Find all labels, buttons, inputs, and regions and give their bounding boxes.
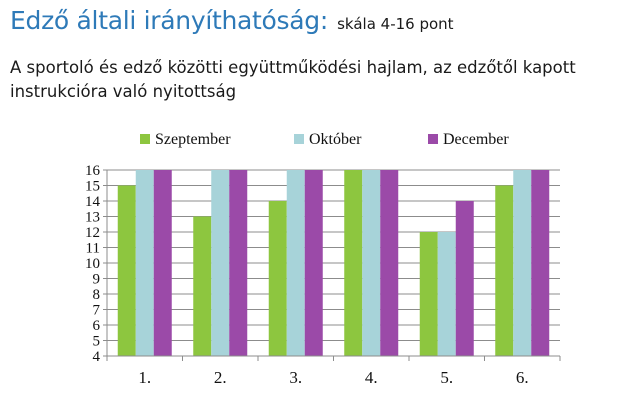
bar-október (211, 170, 230, 356)
x-tick-label: 6. (516, 368, 529, 387)
legend-swatch-október (294, 134, 304, 144)
bar-szeptember (344, 170, 363, 356)
y-tick-label: 6 (93, 318, 101, 334)
bar-szeptember (495, 185, 514, 356)
x-axis-ticks: 1. 2. 3. 4. 5. 6. (106, 356, 561, 387)
x-tick-label: 1. (138, 368, 151, 387)
legend-label: Szeptember (155, 131, 231, 148)
chart-bars (117, 170, 550, 356)
chart-legend: Szeptember Október December (140, 131, 509, 148)
y-tick-label: 9 (93, 272, 101, 288)
bar-szeptember (117, 185, 136, 356)
slide-subtitle: A sportoló és edző közötti együttműködés… (10, 58, 576, 101)
y-tick-label: 15 (85, 179, 100, 195)
y-tick-label: 11 (86, 241, 100, 257)
legend-swatch-december (428, 134, 438, 144)
title-scale: skála 4-16 pont (337, 15, 454, 33)
bar-december (531, 170, 550, 356)
y-tick-label: 4 (93, 349, 101, 365)
y-tick-label: 8 (93, 287, 101, 303)
y-tick-label: 12 (85, 225, 100, 241)
y-tick-label: 13 (85, 210, 100, 226)
bar-október (513, 170, 532, 356)
y-tick-label: 10 (85, 256, 100, 272)
bar-december (380, 170, 399, 356)
legend-label: December (443, 131, 509, 148)
title-main: Edző általi irányíthatóság: (10, 6, 328, 35)
bar-szeptember (193, 216, 212, 356)
y-tick-label: 16 (85, 163, 101, 179)
bar-október (286, 170, 305, 356)
chart-gridlines (107, 169, 560, 341)
bar-szeptember (419, 232, 438, 356)
y-tick-label: 5 (93, 334, 101, 350)
bar-október (135, 170, 154, 356)
legend-swatch-szeptember (140, 134, 150, 144)
bar-szeptember (268, 201, 287, 356)
bar-december (153, 170, 172, 356)
slide-title: Edző általi irányíthatóság: skála 4-16 p… (10, 6, 454, 35)
bar-október (362, 170, 381, 356)
bar-december (229, 170, 248, 356)
x-tick-label: 5. (440, 368, 453, 387)
bar-december (304, 170, 323, 356)
bar-december (455, 201, 474, 356)
x-tick-label: 4. (365, 368, 378, 387)
y-tick-label: 14 (85, 194, 101, 210)
y-tick-label: 7 (93, 303, 101, 319)
x-tick-label: 3. (289, 368, 302, 387)
x-tick-label: 2. (214, 368, 227, 387)
legend-label: Október (309, 131, 362, 148)
bar-október (437, 232, 456, 356)
